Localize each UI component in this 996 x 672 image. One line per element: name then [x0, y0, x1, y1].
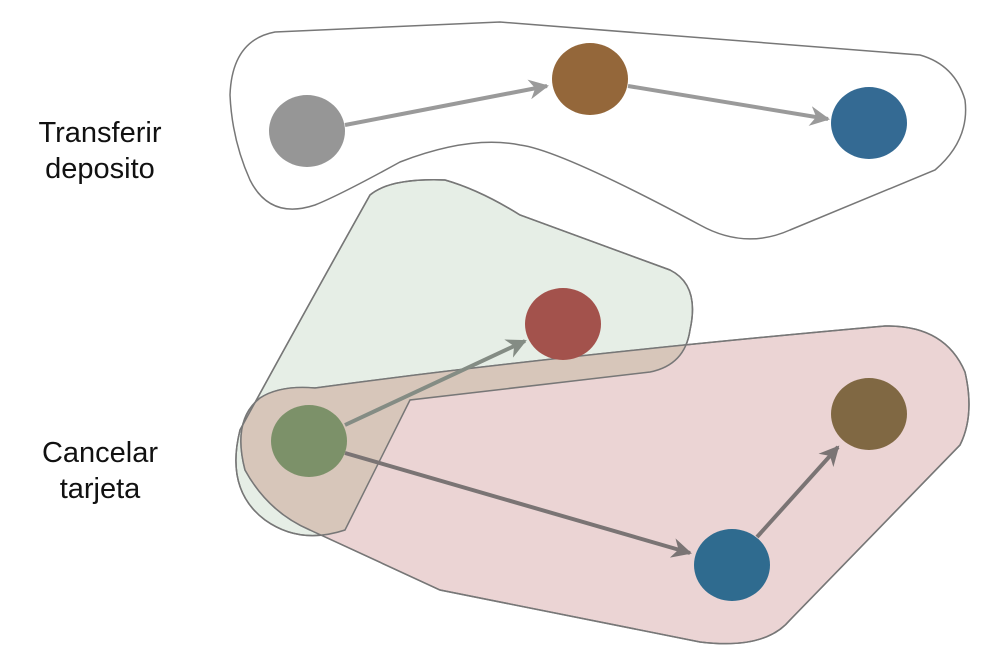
node-transfer-middle	[552, 43, 628, 115]
edge-cancel-start-to-red	[344, 339, 527, 427]
node-cancel-blue	[694, 529, 770, 601]
node-transfer-start	[269, 95, 345, 167]
transfer-deposit-label: Transferir deposito	[10, 115, 190, 187]
cancel-pink-region-outline	[240, 325, 970, 645]
node-cancel-red	[525, 288, 601, 360]
cancel-card-label-line1: Cancelar	[41, 437, 159, 469]
transfer-deposit-label-line2: deposito	[45, 153, 155, 185]
node-cancel-olive	[831, 378, 907, 450]
edge-cancel-start-to-blue	[344, 451, 692, 558]
cancel-card-label: Cancelar tarjeta	[10, 435, 190, 507]
edge-cancel-blue-to-olive	[755, 445, 840, 539]
node-transfer-end	[831, 87, 907, 159]
transfer-region	[229, 21, 967, 240]
edge-transfer-middle-to-end	[627, 84, 830, 126]
transfer-deposit-label-line1: Transferir	[38, 117, 162, 149]
edge-transfer-start-to-middle	[344, 79, 549, 127]
cancel-card-label-line2: tarjeta	[59, 473, 141, 505]
node-cancel-start	[271, 405, 347, 477]
